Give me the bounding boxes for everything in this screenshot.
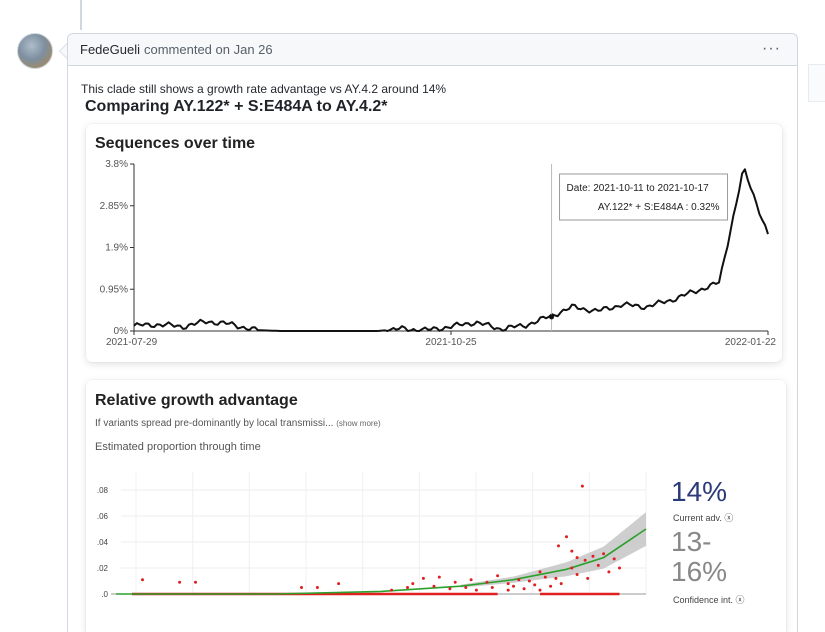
author-link[interactable]: FedeGueli (80, 42, 140, 57)
fit-line (116, 528, 647, 595)
scatter-point (612, 557, 616, 561)
y-tick-label: 0.95% (100, 284, 128, 295)
scatter-point (517, 578, 521, 582)
scatter-point (570, 566, 574, 570)
scatter-point (586, 576, 590, 580)
scatter-point (194, 580, 197, 584)
sidebar-edge (808, 64, 825, 102)
show-more-link[interactable]: (show more) (336, 419, 381, 428)
ci-value-bottom: 16% (671, 556, 728, 587)
growth-card: Relative growth advantage If variants sp… (86, 380, 786, 632)
scatter-point (565, 535, 568, 539)
tooltip-line-2: AY.122* + S:E484A : 0.32% (598, 202, 720, 213)
comment-header: FedeGueli commented on Jan 26 ··· (68, 34, 797, 66)
scatter-point (432, 584, 436, 588)
ci-value-top: 13- (671, 526, 712, 557)
scatter-point (485, 580, 489, 584)
scatter-point (618, 566, 621, 570)
hover-point (549, 314, 555, 320)
scatter-point (437, 575, 441, 579)
scatter-point (575, 556, 579, 560)
scatter-point (570, 549, 574, 553)
sequences-chart[interactable]: 0% 0.95% 1.9% 2.85% 3.8% 2021-07-29 2021-10-25… (86, 124, 782, 362)
scatter-point (549, 584, 553, 588)
scatter-point (300, 586, 303, 589)
sequences-title: Sequences over time (95, 135, 256, 152)
confidence-band (460, 512, 646, 588)
scatter-point (554, 576, 558, 580)
y-tick-label: .02 (97, 564, 109, 573)
scatter-point (538, 570, 542, 574)
scatter-point (527, 579, 531, 583)
comment-body-heading: Comparing AY.122* + S:E484A to AY.4.2* (85, 98, 388, 115)
scatter-point (453, 580, 457, 584)
y-tick-label: 2.85% (100, 201, 128, 212)
y-tick-label: 3.8% (105, 159, 128, 170)
scatter-point (448, 587, 452, 591)
scatter-point (406, 586, 409, 589)
scatter-point (533, 583, 537, 587)
scatter-point (464, 586, 468, 589)
ci-value: 13- 16% (671, 527, 727, 587)
scatter-point (178, 580, 182, 584)
comment-box: FedeGueli commented on Jan 26 ··· (67, 33, 798, 632)
tooltip-line-1: Date: 2021-10-11 to 2021-10-17 (567, 183, 710, 194)
scatter-point (583, 558, 587, 562)
comment-body-text: This clade still shows a growth rate adv… (81, 82, 447, 96)
scatter-point (469, 578, 473, 582)
avatar[interactable] (17, 33, 53, 69)
scatter-point (543, 575, 547, 579)
scatter-point (506, 588, 510, 592)
scatter-point (390, 588, 394, 592)
growth-subtitle: If variants spread pre-dominantly by loc… (95, 418, 381, 429)
scatter-point (575, 573, 579, 576)
scatter-point (538, 588, 542, 592)
growth-subtitle-text: If variants spread pre-dominantly by loc… (95, 418, 334, 429)
comment-timestamp[interactable]: commented on Jan 26 (143, 42, 273, 57)
x-tick-label: 2021-07-29 (106, 337, 158, 348)
tooltip: Date: 2021-10-11 to 2021-10-17 AY.122* +… (559, 173, 729, 221)
comment-arrow-inner (60, 44, 67, 58)
y-tick-label: 0% (114, 326, 129, 337)
y-tick-label: 1.9% (105, 243, 128, 254)
current-adv-label: Current adv. ⓧ (673, 513, 734, 523)
estimated-label: Estimated proportion through time (95, 441, 261, 453)
y-tick-label: .08 (97, 486, 109, 495)
scatter-point (421, 576, 425, 580)
scatter-point (496, 574, 500, 578)
scatter-point (591, 554, 595, 558)
scatter-point (602, 552, 606, 556)
scatter-point (596, 563, 600, 567)
x-tick-label: 2022-01-22 (725, 337, 777, 348)
scatter-point (337, 582, 341, 586)
scatter-point (474, 588, 478, 592)
y-tick-label: .04 (97, 538, 109, 547)
current-adv-value: 14% (671, 476, 728, 507)
scatter-point (506, 582, 510, 586)
scatter-point (490, 586, 494, 589)
scatter-point (315, 586, 319, 589)
sequences-series-line (133, 168, 769, 332)
timeline-line (80, 0, 82, 30)
growth-title: Relative growth advantage (95, 392, 298, 409)
scatter-point (557, 544, 560, 548)
growth-chart[interactable]: .0 .02 .04 .06 .08 (86, 380, 786, 632)
scatter-point (512, 584, 515, 588)
ci-label: Confidence int. ⓧ (673, 595, 745, 605)
scatter-point (522, 587, 526, 591)
x-tick-label: 2021-10-25 (425, 337, 477, 348)
y-tick-label: .0 (101, 590, 108, 599)
scatter-point (580, 484, 584, 488)
scatter-point (607, 570, 611, 574)
kebab-menu-icon[interactable]: ··· (762, 40, 781, 57)
scatter-point (559, 582, 563, 586)
scatter-point (411, 582, 415, 586)
sequences-card: Sequences over time 0% 0.95% 1.9% 2.85% 3.8%… (86, 124, 782, 362)
scatter-point (141, 578, 144, 582)
y-tick-label: .06 (97, 512, 109, 521)
